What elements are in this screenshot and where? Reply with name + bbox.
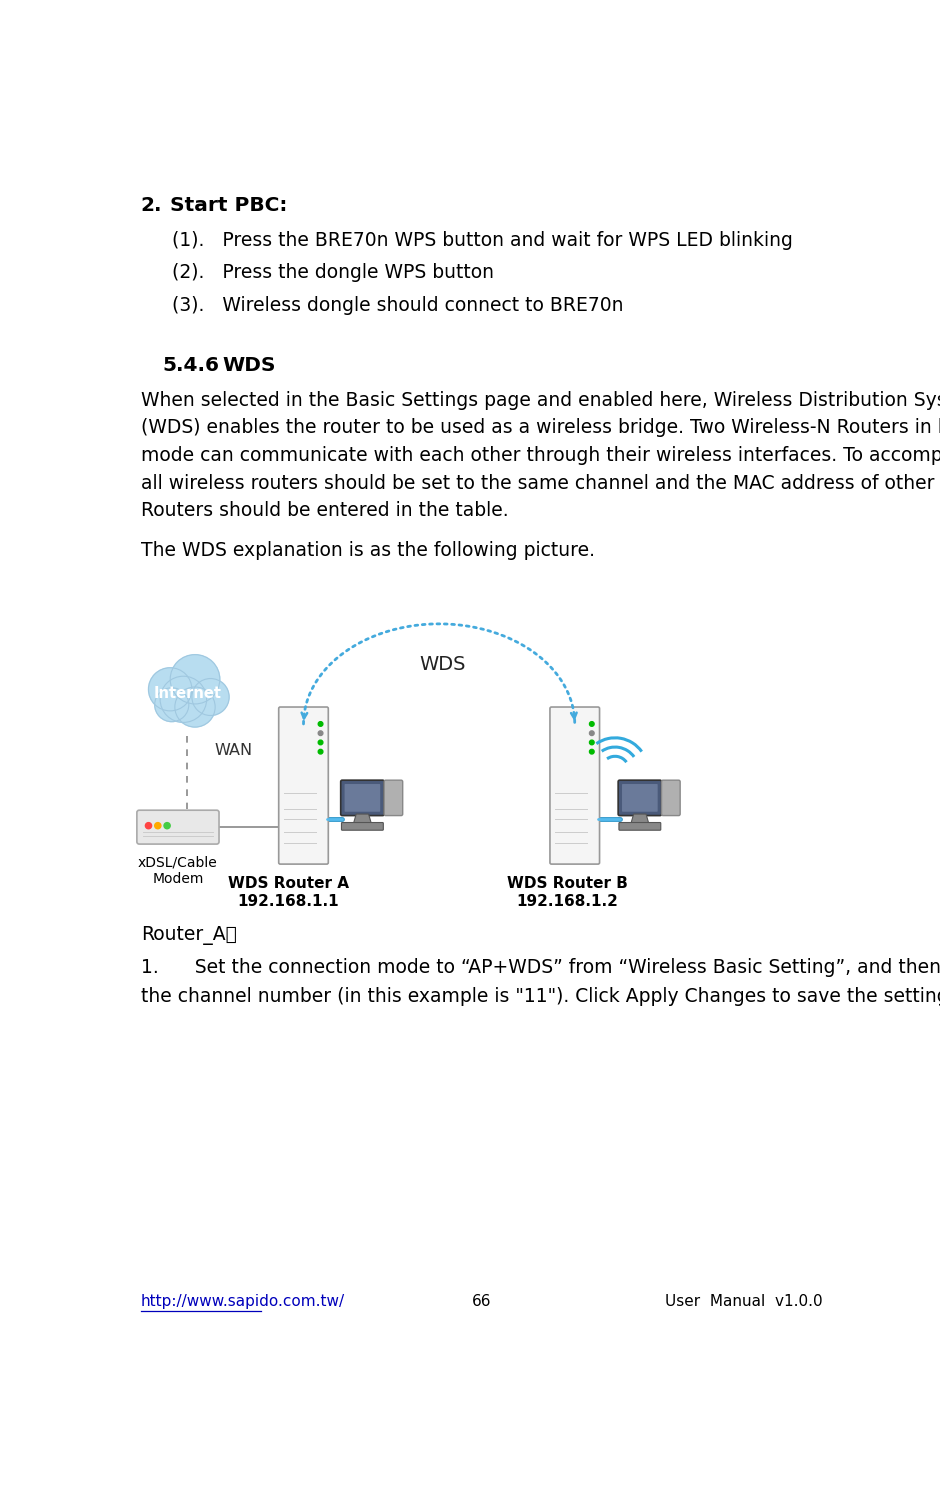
Circle shape bbox=[155, 688, 189, 721]
Text: WDS Router B
192.168.1.2: WDS Router B 192.168.1.2 bbox=[507, 876, 627, 909]
Text: Internet: Internet bbox=[153, 685, 221, 700]
Text: User  Manual  v1.0.0: User Manual v1.0.0 bbox=[666, 1295, 822, 1310]
Circle shape bbox=[589, 732, 594, 736]
Text: http://www.sapido.com.tw/: http://www.sapido.com.tw/ bbox=[141, 1295, 345, 1310]
FancyBboxPatch shape bbox=[345, 784, 380, 812]
FancyBboxPatch shape bbox=[662, 781, 681, 815]
FancyBboxPatch shape bbox=[340, 781, 384, 815]
Circle shape bbox=[589, 749, 594, 754]
FancyBboxPatch shape bbox=[619, 781, 662, 815]
Circle shape bbox=[589, 741, 594, 745]
Text: all wireless routers should be set to the same channel and the MAC address of ot: all wireless routers should be set to th… bbox=[141, 474, 940, 493]
Text: WDS Router A
192.168.1.1: WDS Router A 192.168.1.1 bbox=[227, 876, 349, 909]
Circle shape bbox=[319, 749, 322, 754]
Circle shape bbox=[319, 721, 322, 726]
Text: mode can communicate with each other through their wireless interfaces. To accom: mode can communicate with each other thr… bbox=[141, 446, 940, 465]
Circle shape bbox=[319, 741, 322, 745]
FancyBboxPatch shape bbox=[622, 784, 658, 812]
FancyBboxPatch shape bbox=[550, 708, 600, 864]
Circle shape bbox=[149, 668, 192, 711]
Circle shape bbox=[155, 822, 161, 828]
Circle shape bbox=[192, 678, 229, 715]
Text: WDS: WDS bbox=[420, 654, 466, 673]
Circle shape bbox=[589, 721, 594, 726]
Circle shape bbox=[175, 687, 215, 727]
Text: Routers should be entered in the table.: Routers should be entered in the table. bbox=[141, 502, 509, 520]
Circle shape bbox=[170, 654, 220, 703]
Circle shape bbox=[146, 822, 151, 828]
Text: 5.4.6: 5.4.6 bbox=[163, 356, 219, 375]
Text: Router_A：: Router_A： bbox=[141, 925, 237, 945]
Text: xDSL/Cable
Modem: xDSL/Cable Modem bbox=[138, 855, 218, 887]
Circle shape bbox=[319, 732, 322, 736]
Text: (3).   Wireless dongle should connect to BRE70n: (3). Wireless dongle should connect to B… bbox=[172, 297, 623, 314]
Text: 2.: 2. bbox=[141, 195, 163, 215]
Text: WAN: WAN bbox=[214, 744, 253, 758]
Polygon shape bbox=[631, 814, 650, 825]
FancyBboxPatch shape bbox=[619, 822, 661, 830]
Text: WDS: WDS bbox=[222, 356, 275, 375]
Circle shape bbox=[160, 676, 207, 723]
Circle shape bbox=[164, 822, 170, 828]
FancyBboxPatch shape bbox=[384, 781, 402, 815]
Polygon shape bbox=[353, 814, 371, 825]
Text: When selected in the Basic Settings page and enabled here, Wireless Distribution: When selected in the Basic Settings page… bbox=[141, 390, 940, 410]
Text: Start PBC:: Start PBC: bbox=[170, 195, 288, 215]
Text: (WDS) enables the router to be used as a wireless bridge. Two Wireless-N Routers: (WDS) enables the router to be used as a… bbox=[141, 419, 940, 437]
Text: The WDS explanation is as the following picture.: The WDS explanation is as the following … bbox=[141, 541, 595, 560]
FancyBboxPatch shape bbox=[137, 811, 219, 843]
FancyBboxPatch shape bbox=[278, 708, 328, 864]
FancyBboxPatch shape bbox=[341, 822, 384, 830]
Text: 66: 66 bbox=[472, 1295, 492, 1310]
Text: 1.      Set the connection mode to “AP+WDS” from “Wireless Basic Setting”, and t: 1. Set the connection mode to “AP+WDS” f… bbox=[141, 958, 940, 977]
Text: the channel number (in this example is "11"). Click Apply Changes to save the se: the channel number (in this example is "… bbox=[141, 988, 940, 1006]
Text: (1).   Press the BRE70n WPS button and wait for WPS LED blinking: (1). Press the BRE70n WPS button and wai… bbox=[172, 231, 792, 250]
Text: (2).   Press the dongle WPS button: (2). Press the dongle WPS button bbox=[172, 264, 494, 283]
